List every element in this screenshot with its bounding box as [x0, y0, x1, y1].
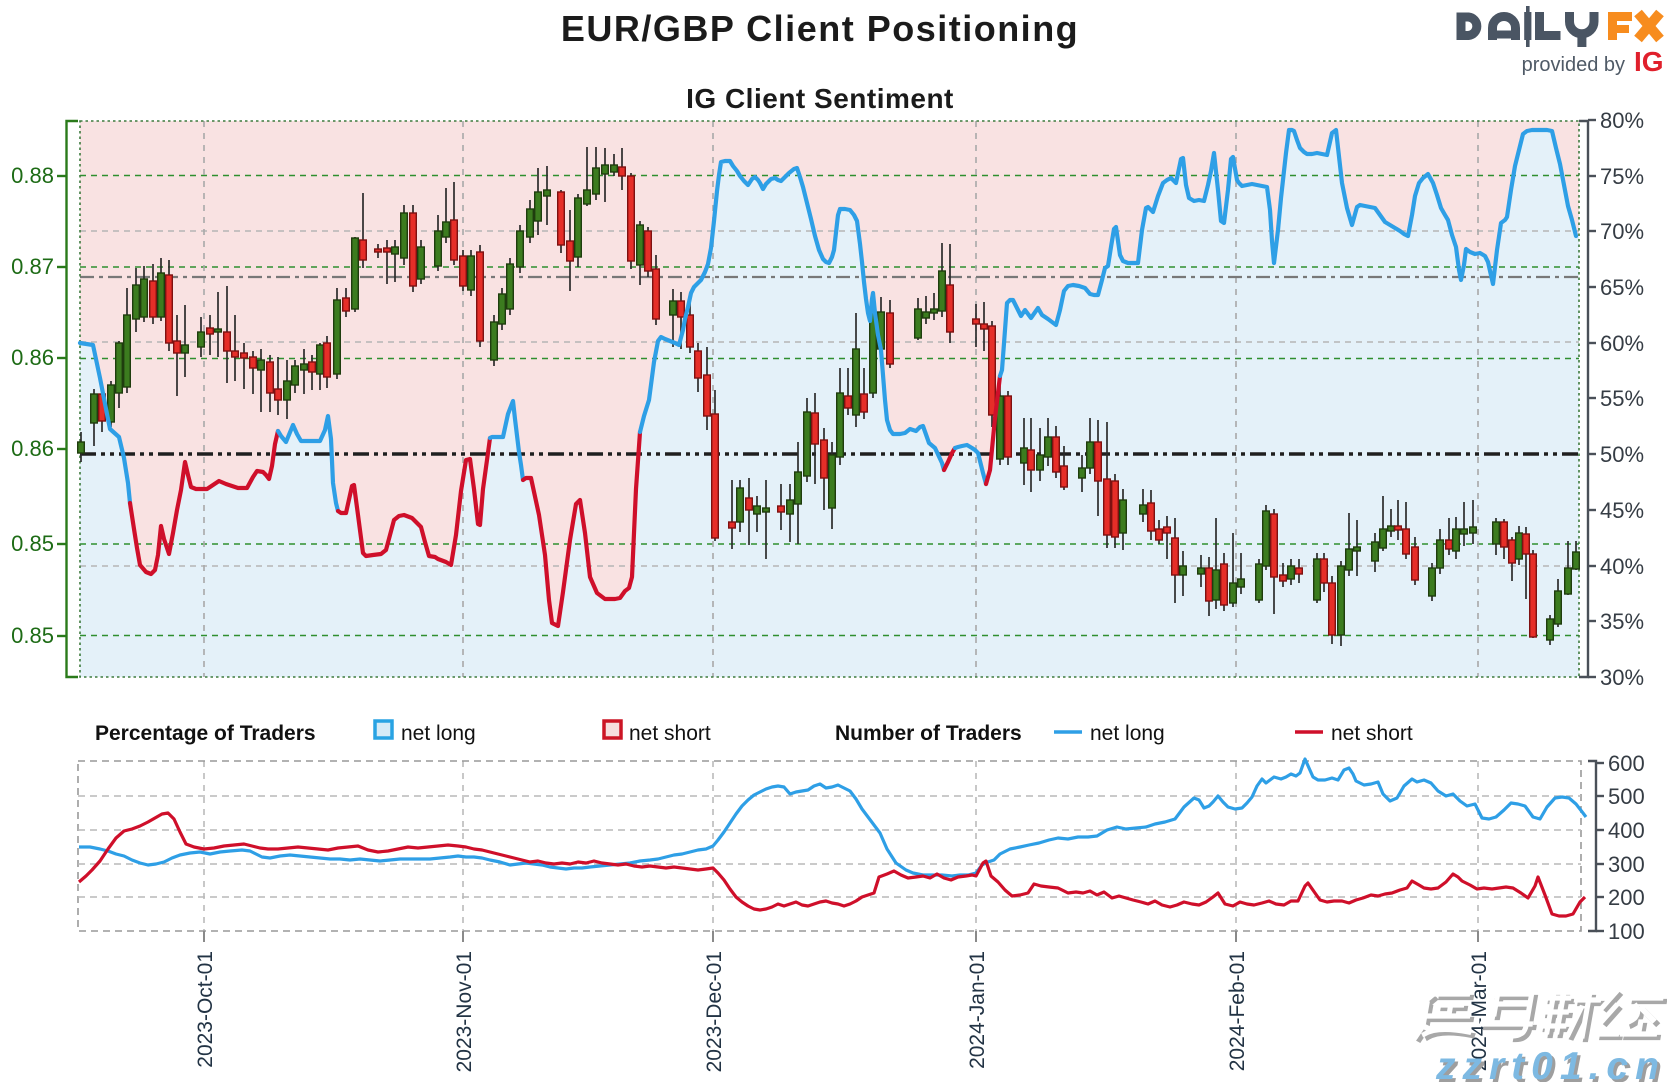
svg-text:300: 300 [1608, 852, 1645, 877]
svg-text:Percentage of Traders: Percentage of Traders [95, 722, 316, 745]
svg-text:30%: 30% [1600, 665, 1644, 690]
svg-text:net short: net short [629, 722, 711, 745]
svg-text:2024-Jan-01: 2024-Jan-01 [966, 951, 989, 1069]
svg-text:0.86: 0.86 [11, 436, 54, 461]
svg-text:500: 500 [1608, 784, 1645, 809]
svg-text:0.87: 0.87 [11, 254, 54, 279]
svg-text:2024-Feb-01: 2024-Feb-01 [1226, 951, 1249, 1071]
svg-text:zzrt01.cn: zzrt01.cn [1435, 1045, 1666, 1082]
svg-text:2024-Mar-01: 2024-Mar-01 [1468, 951, 1491, 1071]
svg-text:2023-Oct-01: 2023-Oct-01 [194, 951, 217, 1068]
svg-text:2023-Nov-01: 2023-Nov-01 [453, 951, 476, 1072]
svg-text:IG: IG [1634, 46, 1664, 77]
svg-text:40%: 40% [1600, 554, 1644, 579]
svg-text:net long: net long [1090, 722, 1165, 745]
svg-text:75%: 75% [1600, 164, 1644, 189]
svg-text:65%: 65% [1600, 275, 1644, 300]
svg-text:400: 400 [1608, 818, 1645, 843]
svg-text:70%: 70% [1600, 219, 1644, 244]
svg-text:50%: 50% [1600, 442, 1644, 467]
svg-text:600: 600 [1608, 751, 1645, 776]
svg-text:provided by: provided by [1522, 54, 1625, 76]
svg-text:0.88: 0.88 [11, 163, 54, 188]
svg-text:0.85: 0.85 [11, 531, 54, 556]
svg-text:zzrt01.cn: zzrt01.cn [1438, 1048, 1667, 1082]
svg-text:2023-Dec-01: 2023-Dec-01 [703, 951, 726, 1072]
svg-text:EUR/GBP Client Positioning: EUR/GBP Client Positioning [561, 8, 1079, 49]
svg-text:35%: 35% [1600, 609, 1644, 634]
svg-text:0.85: 0.85 [11, 623, 54, 648]
svg-text:100: 100 [1608, 919, 1645, 944]
svg-text:45%: 45% [1600, 498, 1644, 523]
svg-text:60%: 60% [1600, 331, 1644, 356]
svg-text:55%: 55% [1600, 386, 1644, 411]
svg-text:200: 200 [1608, 885, 1645, 910]
svg-text:Number of Traders: Number of Traders [835, 722, 1022, 745]
svg-text:IG Client Sentiment: IG Client Sentiment [686, 83, 954, 114]
svg-text:net short: net short [1331, 722, 1413, 745]
svg-text:80%: 80% [1600, 108, 1644, 133]
svg-text:0.86: 0.86 [11, 345, 54, 370]
svg-text:net long: net long [401, 722, 476, 745]
